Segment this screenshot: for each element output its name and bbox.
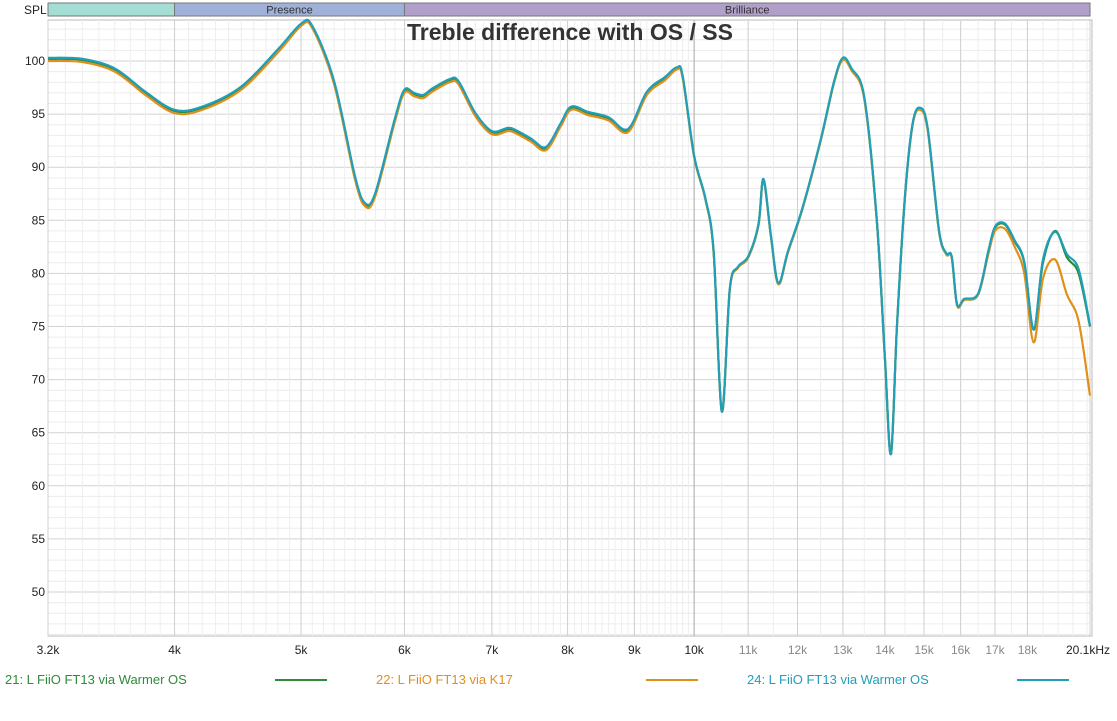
x-tick-label: 20.1kHz [1066, 643, 1110, 657]
y-tick-label: 55 [32, 532, 46, 546]
y-tick-label: 85 [32, 213, 46, 227]
x-tick-label: 16k [951, 643, 971, 657]
chart-title: Treble difference with OS / SS [407, 19, 733, 45]
x-tick-label: 10k [684, 643, 704, 657]
grid-lines [47, 20, 1092, 636]
x-tick-label: 6k [398, 643, 412, 657]
y-tick-label: 65 [32, 426, 46, 440]
response-curves [47, 18, 1092, 456]
legend-label: 22: L FiiO FT13 via K17 [376, 672, 513, 687]
x-tick-label: 18k [1018, 643, 1038, 657]
legend-swatch-21 [275, 679, 327, 681]
curve-series-2 [47, 18, 1092, 456]
plot-area [47, 19, 1093, 637]
legend-item-21: 21: L FiiO FT13 via Warmer OS [5, 672, 187, 687]
legend-label: 21: L FiiO FT13 via Warmer OS [5, 672, 187, 687]
x-tick-label: 11k [739, 643, 758, 657]
y-tick-label: 70 [32, 373, 46, 387]
y-tick-label: 100 [25, 54, 45, 68]
x-tick-label: 9k [628, 643, 642, 657]
y-axis-ticks: 50 55 60 65 70 75 80 85 90 95 100 [25, 54, 45, 599]
x-tick-label: 3.2k [37, 643, 61, 657]
y-tick-label: 80 [32, 266, 46, 280]
x-tick-label: 15k [914, 643, 934, 657]
y-tick-label: 95 [32, 107, 46, 121]
x-tick-label: 14k [875, 643, 895, 657]
y-axis-label: SPL [24, 3, 47, 17]
band-label: Brilliance [725, 5, 770, 17]
x-tick-label: 17k [985, 643, 1005, 657]
y-tick-label: 60 [32, 479, 46, 493]
frequency-band-bar: Presence Brilliance [47, 2, 1091, 17]
y-tick-label: 50 [32, 585, 46, 599]
legend-item-24: 24: L FiiO FT13 via Warmer OS [747, 672, 929, 687]
x-tick-label: 8k [561, 643, 575, 657]
legend-swatch-22 [646, 679, 698, 681]
x-tick-label: 5k [295, 643, 309, 657]
band-low [47, 2, 176, 17]
band-brilliance [403, 2, 1091, 17]
band-label: Presence [266, 5, 312, 17]
x-axis-ticks: 3.2k 4k 5k 6k 7k 8k 9k 10k 11k 12k 13k 14k 15k 16k 17k… [37, 643, 1110, 657]
y-tick-label: 75 [32, 320, 46, 334]
x-tick-label: 13k [833, 643, 853, 657]
x-tick-label: 4k [168, 643, 182, 657]
legend-label: 24: L FiiO FT13 via Warmer OS [747, 672, 929, 687]
legend-item-22: 22: L FiiO FT13 via K17 [376, 672, 513, 687]
x-tick-label: 7k [486, 643, 500, 657]
y-tick-label: 90 [32, 160, 46, 174]
legend-swatch-24 [1017, 679, 1069, 681]
x-tick-label: 12k [788, 643, 808, 657]
